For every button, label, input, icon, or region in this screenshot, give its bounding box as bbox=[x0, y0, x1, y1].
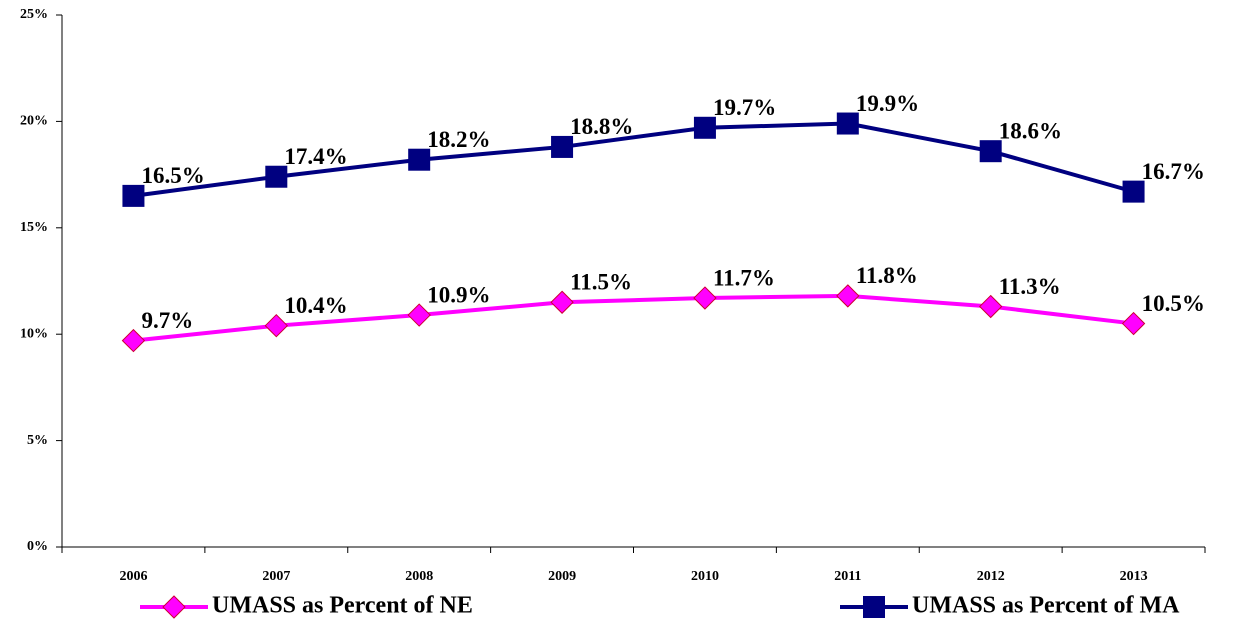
y-tick-label: 25% bbox=[20, 7, 48, 22]
legend-label: UMASS as Percent of NE bbox=[212, 593, 473, 619]
data-point bbox=[979, 140, 1002, 163]
x-tick-label: 2012 bbox=[977, 569, 1005, 584]
y-tick-label: 20% bbox=[20, 114, 48, 129]
x-tick-label: 2009 bbox=[548, 569, 576, 584]
x-tick-label: 2011 bbox=[834, 569, 861, 584]
data-label: 11.3% bbox=[999, 274, 1061, 299]
data-label: 16.5% bbox=[141, 163, 204, 188]
data-point bbox=[551, 135, 574, 158]
series-line bbox=[133, 293, 1134, 343]
data-point bbox=[1122, 180, 1145, 203]
y-tick-label: 5% bbox=[27, 433, 48, 448]
data-point bbox=[264, 313, 289, 338]
data-label: 19.7% bbox=[713, 95, 776, 120]
data-point bbox=[693, 286, 717, 310]
data-point bbox=[836, 112, 859, 135]
x-tick-label: 2006 bbox=[119, 569, 147, 584]
data-label: 9.7% bbox=[141, 308, 193, 333]
data-label: 18.8% bbox=[570, 114, 633, 139]
data-label: 10.9% bbox=[427, 282, 490, 307]
y-tick-label: 10% bbox=[20, 326, 48, 341]
series-line bbox=[133, 121, 1135, 198]
data-label: 18.2% bbox=[427, 127, 490, 152]
data-point bbox=[407, 303, 431, 327]
data-label: 18.6% bbox=[999, 118, 1062, 143]
data-label: 10.5% bbox=[1142, 291, 1205, 316]
legend-marker bbox=[863, 596, 885, 618]
data-point bbox=[1121, 311, 1146, 336]
data-point bbox=[693, 116, 716, 139]
data-label: 11.7% bbox=[713, 265, 775, 290]
data-point bbox=[408, 148, 431, 171]
data-label: 19.9% bbox=[856, 91, 919, 116]
data-label: 10.4% bbox=[284, 293, 347, 318]
x-tick-label: 2010 bbox=[691, 569, 719, 584]
y-tick-label: 15% bbox=[20, 220, 48, 235]
y-tick-label: 0% bbox=[27, 539, 48, 554]
data-point bbox=[265, 165, 288, 188]
data-point bbox=[121, 328, 146, 353]
data-label: 16.7% bbox=[1142, 159, 1205, 184]
x-tick-label: 2013 bbox=[1120, 569, 1148, 584]
data-point bbox=[122, 184, 145, 207]
data-label: 17.4% bbox=[284, 144, 347, 169]
data-point bbox=[550, 290, 574, 314]
data-label: 11.8% bbox=[856, 263, 918, 288]
data-label: 11.5% bbox=[570, 270, 632, 295]
legend-marker bbox=[162, 595, 186, 619]
x-tick-label: 2008 bbox=[405, 569, 433, 584]
x-tick-label: 2007 bbox=[262, 569, 290, 584]
legend-label: UMASS as Percent of MA bbox=[912, 593, 1180, 619]
data-point bbox=[836, 284, 860, 308]
data-point bbox=[978, 294, 1003, 319]
